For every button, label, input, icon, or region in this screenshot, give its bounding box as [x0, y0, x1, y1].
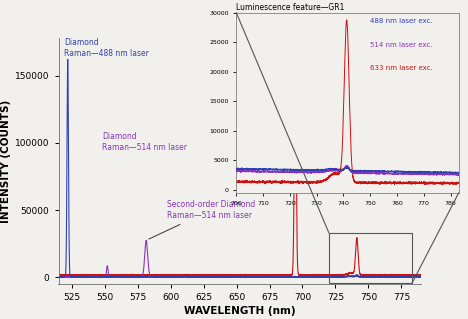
Text: Diamond
Raman—488 nm laser: Diamond Raman—488 nm laser [65, 38, 149, 58]
Text: 633 nm laser exc.: 633 nm laser exc. [370, 65, 432, 71]
Text: Second-order Diamond
Raman—514 nm laser: Second-order Diamond Raman—514 nm laser [149, 200, 255, 239]
Text: 514 nm laser exc.: 514 nm laser exc. [370, 41, 432, 48]
X-axis label: WAVELENGTH (nm): WAVELENGTH (nm) [184, 306, 296, 316]
Bar [329, 233, 412, 283]
Text: Diamond
Raman—633 nm laser: Diamond Raman—633 nm laser [247, 125, 332, 146]
Text: 488 nm laser exc.: 488 nm laser exc. [370, 18, 432, 24]
Text: Luminescence feature—GR1: Luminescence feature—GR1 [236, 3, 345, 12]
Y-axis label: INTENSITY (COUNTS): INTENSITY (COUNTS) [1, 100, 11, 223]
Text: Diamond
Raman—514 nm laser: Diamond Raman—514 nm laser [102, 131, 187, 152]
